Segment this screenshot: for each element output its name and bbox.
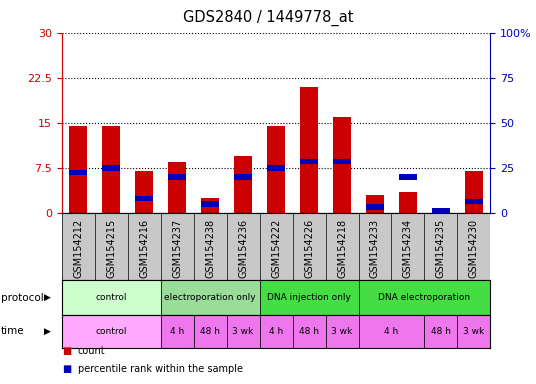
Bar [432, 208, 450, 213]
Bar [62, 315, 161, 348]
Text: GSM154212: GSM154212 [73, 218, 83, 278]
Bar [259, 280, 359, 315]
Text: protocol: protocol [1, 293, 44, 303]
Text: ■: ■ [62, 364, 71, 374]
Text: GSM154238: GSM154238 [205, 218, 215, 278]
Bar [102, 126, 120, 213]
Text: 48 h: 48 h [299, 327, 319, 336]
Text: DNA electroporation: DNA electroporation [378, 293, 471, 302]
Text: 4 h: 4 h [170, 327, 184, 336]
Text: GSM154222: GSM154222 [271, 218, 281, 278]
Bar [366, 195, 384, 213]
Bar [135, 196, 153, 201]
Bar [168, 174, 186, 180]
Text: GSM154234: GSM154234 [403, 218, 413, 278]
Text: 3 wk: 3 wk [233, 327, 254, 336]
Bar [465, 171, 483, 213]
Text: control: control [95, 327, 127, 336]
Text: 4 h: 4 h [384, 327, 399, 336]
Bar [425, 315, 457, 348]
Text: GDS2840 / 1449778_at: GDS2840 / 1449778_at [183, 10, 353, 26]
Bar [300, 87, 318, 213]
Bar [465, 199, 483, 204]
Bar [333, 159, 351, 164]
Text: GSM154230: GSM154230 [469, 218, 479, 278]
Bar [359, 315, 425, 348]
Text: DNA injection only: DNA injection only [267, 293, 351, 302]
Text: GSM154215: GSM154215 [106, 218, 116, 278]
Bar [259, 315, 293, 348]
Text: GSM154237: GSM154237 [172, 218, 182, 278]
Bar [300, 159, 318, 164]
Text: 4 h: 4 h [269, 327, 283, 336]
Text: 48 h: 48 h [431, 327, 451, 336]
Bar [227, 315, 259, 348]
Bar [161, 315, 193, 348]
Text: GSM154236: GSM154236 [238, 218, 248, 278]
Text: GSM154216: GSM154216 [139, 218, 149, 278]
Bar [457, 315, 490, 348]
Text: GSM154235: GSM154235 [436, 218, 446, 278]
Bar [102, 165, 120, 171]
Bar [135, 171, 153, 213]
Bar [161, 280, 259, 315]
Bar [359, 280, 490, 315]
Text: time: time [1, 326, 25, 336]
Bar [69, 126, 87, 213]
Bar [432, 211, 450, 213]
Bar [234, 156, 252, 213]
Text: 3 wk: 3 wk [463, 327, 485, 336]
Bar [325, 315, 359, 348]
Bar [333, 117, 351, 213]
Text: ▶: ▶ [44, 293, 51, 302]
Bar [201, 201, 219, 207]
Text: percentile rank within the sample: percentile rank within the sample [78, 364, 243, 374]
Bar [168, 162, 186, 213]
Bar [366, 204, 384, 210]
Text: GSM154226: GSM154226 [304, 218, 314, 278]
Text: ▶: ▶ [44, 327, 51, 336]
Bar [69, 170, 87, 175]
Text: 3 wk: 3 wk [331, 327, 353, 336]
Bar [293, 315, 325, 348]
Text: 48 h: 48 h [200, 327, 220, 336]
Bar [201, 198, 219, 213]
Bar [399, 192, 417, 213]
Bar [193, 315, 227, 348]
Bar [234, 174, 252, 180]
Bar [62, 280, 161, 315]
Bar [399, 174, 417, 180]
Bar [267, 126, 285, 213]
Bar [267, 165, 285, 171]
Text: count: count [78, 346, 106, 356]
Text: GSM154233: GSM154233 [370, 218, 380, 278]
Text: ■: ■ [62, 346, 71, 356]
Text: GSM154218: GSM154218 [337, 218, 347, 278]
Text: control: control [95, 293, 127, 302]
Text: electroporation only: electroporation only [164, 293, 256, 302]
